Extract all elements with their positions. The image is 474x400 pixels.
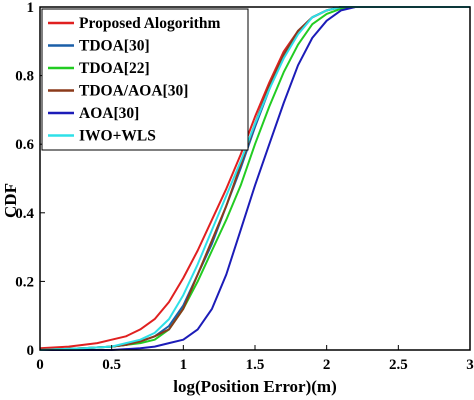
y-tick-label: 0.6 xyxy=(15,137,34,153)
legend-label: IWO+WLS xyxy=(79,128,156,145)
legend-box xyxy=(41,8,249,151)
y-axis-label: CDF xyxy=(1,183,20,218)
series-lines xyxy=(39,6,470,351)
x-tick-label: 3 xyxy=(466,357,474,373)
axis-ticks: 0 0.5 1 1.5 2 2.5 3 0 0.2 0.4 0.6 0.8 1 xyxy=(15,0,474,373)
y-tick-label: 0.4 xyxy=(15,206,34,222)
series-line-6 xyxy=(39,6,470,351)
x-axis-label: log(Position Error)(m) xyxy=(173,377,337,396)
legend: Proposed Alogorithm TDOA[30] TDOA[22] TDOA/… xyxy=(41,8,249,151)
x-tick-label: 2 xyxy=(323,357,331,373)
y-tick-label: 0.8 xyxy=(15,69,34,85)
y-tick-label: 0 xyxy=(27,343,35,359)
x-tick-label: 1.5 xyxy=(246,357,265,373)
y-tick-label: 1 xyxy=(27,0,35,16)
legend-label: TDOA/AOA[30] xyxy=(79,83,188,100)
y-tick-label: 0.2 xyxy=(15,274,34,290)
x-tick-label: 1 xyxy=(180,357,188,373)
series-line-5 xyxy=(40,6,470,351)
legend-label: AOA[30] xyxy=(79,105,139,122)
legend-label: TDOA[22] xyxy=(79,60,150,77)
x-tick-label: 0 xyxy=(36,357,44,373)
legend-label: Proposed Alogorithm xyxy=(79,15,220,32)
x-tick-label: 0.5 xyxy=(102,357,121,373)
legend-label: TDOA[30] xyxy=(79,38,150,55)
x-tick-label: 2.5 xyxy=(389,357,408,373)
